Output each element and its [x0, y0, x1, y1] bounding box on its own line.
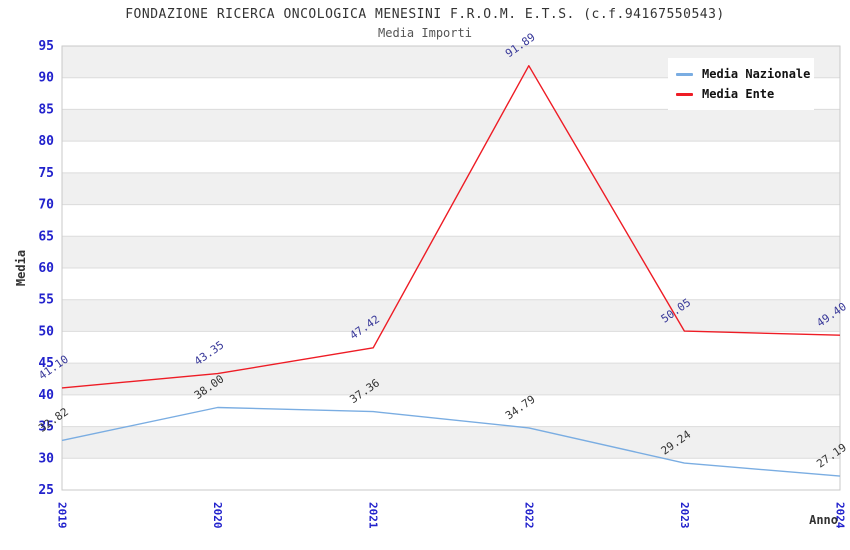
legend-item-media-nazionale: Media Nazionale [676, 64, 811, 84]
plot-band [62, 394, 840, 427]
series-line-media-ente [61, 64, 841, 389]
legend-swatch-media-nazionale [676, 72, 693, 76]
legend: Media Nazionale Media Ente [668, 58, 814, 110]
x-tick-label: 2022 [522, 502, 535, 529]
plot-band [62, 458, 840, 490]
y-tick-label: 35 [38, 420, 54, 435]
legend-label: Media Ente [702, 87, 775, 101]
y-tick-label: 55 [38, 293, 54, 308]
series-line-media-nazionale [61, 406, 841, 477]
plot-band [62, 363, 840, 395]
plot-band [62, 109, 840, 142]
y-tick-label: 95 [38, 39, 54, 54]
plot-band [62, 172, 840, 205]
chart-title: FONDAZIONE RICERCA ONCOLOGICA MENESINI F… [125, 7, 725, 22]
x-tick-label: 2023 [678, 502, 691, 529]
x-tick-label: 2020 [211, 502, 224, 529]
plot-band [62, 204, 840, 237]
x-tick-labels: 2019 2020 2021 2022 2023 2024 [56, 502, 847, 529]
y-tick-label: 65 [38, 229, 54, 244]
plot-band [62, 331, 840, 364]
y-tick-label: 40 [38, 388, 54, 403]
legend-label: Media Nazionale [702, 67, 811, 81]
plot-band [62, 236, 840, 268]
y-axis-title: Media [14, 250, 28, 286]
y-tick-label: 90 [38, 71, 54, 86]
plot-border [61, 45, 841, 491]
y-tick-label: 30 [38, 451, 54, 466]
y-tick-label: 50 [38, 324, 54, 339]
y-tick-labels: 25 30 35 40 45 50 55 60 65 70 75 80 85 90 95 [38, 39, 54, 498]
x-axis-title: Anno [809, 513, 838, 527]
legend-swatch-media-ente [676, 92, 693, 96]
x-tick-label: 2021 [367, 502, 380, 529]
plot-band [62, 426, 840, 459]
y-tick-label: 85 [38, 102, 54, 117]
y-tick-label: 45 [38, 356, 54, 371]
y-tick-label: 80 [38, 134, 54, 149]
x-tick-label: 2024 [834, 502, 847, 529]
y-tick-label: 75 [38, 166, 54, 181]
plot-band [62, 268, 840, 300]
chart-subtitle: Media Importi [378, 26, 472, 40]
y-tick-label: 25 [38, 483, 54, 498]
y-tick-label: 70 [38, 198, 54, 213]
plot-band [62, 141, 840, 173]
x-tick-label: 2019 [56, 502, 69, 529]
plot-band [62, 299, 840, 332]
y-tick-label: 60 [38, 261, 54, 276]
legend-item-media-ente: Media Ente [676, 84, 808, 104]
